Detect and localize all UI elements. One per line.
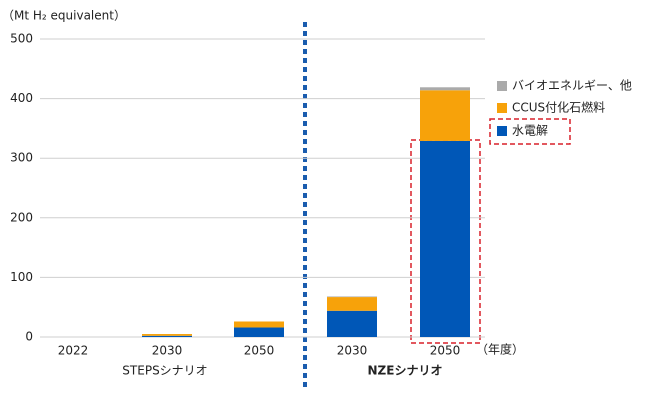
y-tick-label: 500: [10, 32, 33, 46]
legend-label: 水電解: [512, 124, 548, 138]
legend-label: バイオエネルギー、他: [512, 79, 632, 93]
bar-segment: [142, 334, 192, 336]
highlight-box: [489, 118, 571, 145]
y-tick-label: 300: [10, 151, 33, 165]
y-axis-label: （Mt H₂ equivalent）: [2, 9, 126, 23]
bar-segment: [327, 296, 377, 298]
group-label: NZEシナリオ: [368, 364, 443, 378]
x-axis-label: （年度）: [476, 342, 524, 357]
bar-segment: [142, 335, 192, 337]
bar-segment: [327, 310, 377, 337]
x-tick-label: 2030: [337, 344, 368, 358]
y-tick-label: 100: [10, 270, 33, 284]
y-tick-label: 0: [25, 330, 33, 344]
x-tick-label: 2050: [430, 344, 461, 358]
bar-segment: [420, 90, 470, 141]
x-tick-label: 2030: [152, 344, 183, 358]
legend-swatch: [497, 126, 507, 136]
legend-swatch: [497, 81, 507, 91]
group-label: STEPSシナリオ: [122, 364, 207, 378]
legend-swatch: [497, 103, 507, 113]
bar-segment: [420, 140, 470, 337]
x-tick-label: 2050: [244, 344, 275, 358]
bar-segment: [234, 327, 284, 337]
legend-label: CCUS付化石燃料: [512, 100, 605, 115]
x-tick-label: 2022: [58, 344, 89, 358]
bar-segment: [234, 321, 284, 328]
bar-segment: [420, 87, 470, 91]
y-tick-label: 200: [10, 210, 33, 224]
y-tick-label: 400: [10, 91, 33, 105]
bar-segment: [327, 297, 377, 311]
